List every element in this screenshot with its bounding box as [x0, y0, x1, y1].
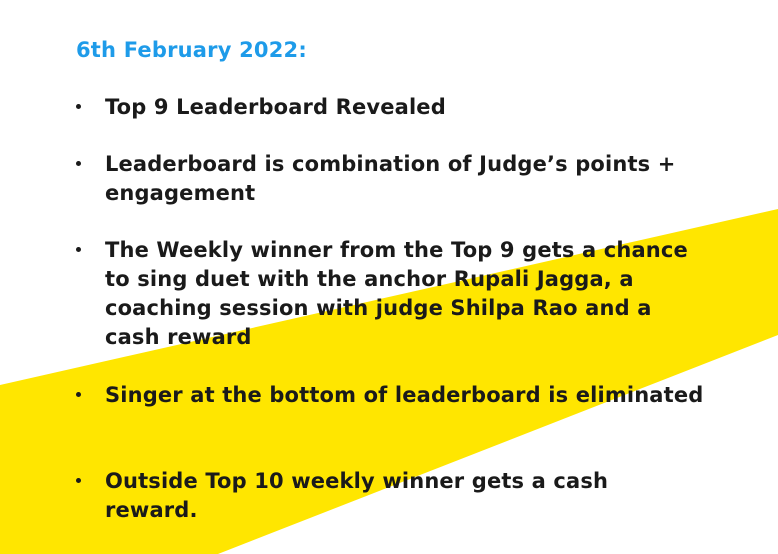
bullet-dot-icon [76, 161, 81, 166]
bullet-text: Singer at the bottom of leaderboard is e… [105, 383, 704, 407]
bullet-dot-icon [76, 104, 81, 109]
date-heading: 6th February 2022: [76, 38, 307, 62]
bullet-text: Outside Top 10 weekly winner gets a cash… [105, 469, 609, 522]
bullet-text: Leaderboard is combination of Judge’s po… [105, 152, 676, 205]
bullet-dot-icon [76, 478, 81, 483]
yellow-stripe-shape [0, 209, 778, 554]
bullet-dot-icon [76, 247, 81, 252]
bullet-text: Top 9 Leaderboard Revealed [105, 95, 446, 119]
bullet-dot-icon [76, 392, 81, 397]
bullet-text: The Weekly winner from the Top 9 gets a … [105, 238, 688, 349]
